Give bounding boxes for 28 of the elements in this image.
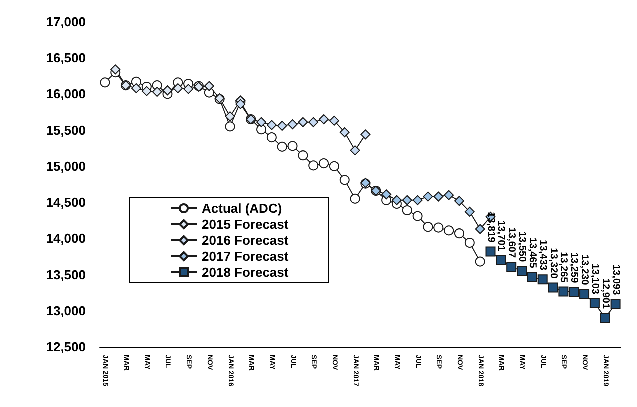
data-label: 13,819 [485, 212, 496, 244]
data-label: 13,093 [610, 264, 622, 296]
data-label: 13,320 [548, 248, 559, 280]
y-tick-label: 12,500 [46, 340, 86, 354]
data-label: 13,230 [579, 254, 590, 286]
data-label: 13,103 [589, 264, 600, 295]
y-tick-label: 13,500 [46, 267, 86, 282]
y-tick-label: 14,500 [46, 195, 86, 210]
data-label: 13,265 [558, 252, 570, 284]
legend-label: 2017 Forecast [202, 249, 290, 264]
legend-label: 2015 Forecast [202, 217, 290, 232]
data-label: 13,701 [496, 220, 507, 252]
y-tick-label: 15,500 [46, 122, 86, 138]
y-tick-label: 16,500 [46, 50, 86, 66]
y-tick-label: 16,000 [46, 86, 86, 102]
y-tick-label: 15,000 [46, 158, 86, 174]
data-label: 13,259 [568, 252, 580, 284]
data-label: 12,901 [600, 278, 611, 310]
data-label: 13,550 [516, 232, 528, 263]
data-label: 13,465 [526, 238, 538, 269]
y-tick-label: 14,000 [46, 231, 86, 246]
legend-label: 2018 Forecast [202, 265, 290, 280]
legend-label: Actual (ADC) [202, 201, 282, 216]
y-tick-label: 17,000 [46, 14, 86, 30]
data-label: 13,607 [506, 227, 518, 258]
legend-label: 2016 Forecast [202, 233, 290, 248]
data-label: 13,433 [537, 240, 548, 272]
y-tick-label: 13,000 [46, 303, 86, 318]
